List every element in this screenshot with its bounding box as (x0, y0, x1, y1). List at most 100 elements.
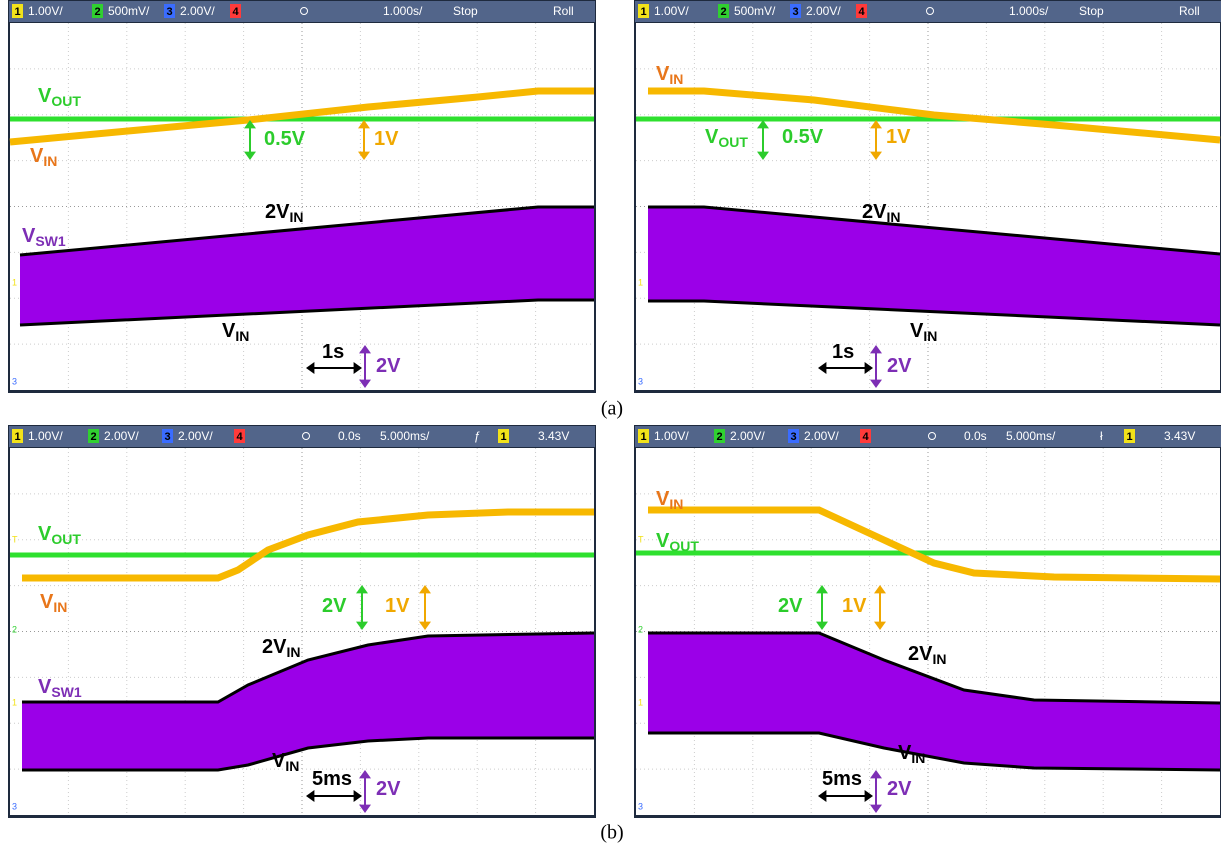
header-text: ł (1100, 429, 1103, 443)
header-text: 1.00V/ (28, 429, 63, 443)
annotation-text: 0.5V (264, 128, 306, 150)
annotation-text: V (40, 591, 54, 613)
annotation: 1V (374, 128, 399, 150)
ground-marker: 1 (638, 697, 643, 707)
annotation: 1s (832, 341, 854, 363)
annotation-text: 2V (322, 595, 347, 617)
annotation: 2V (778, 595, 803, 617)
annotation-text: V (30, 145, 44, 167)
annotation-subscript: IN (923, 328, 937, 344)
annotation-text: V (38, 676, 52, 698)
annotation: 1s (322, 341, 344, 363)
annotation-text: V (22, 225, 36, 247)
annotation-subscript: IN (911, 750, 925, 766)
ground-marker: T (638, 534, 644, 544)
header-text: 0.0s (338, 429, 361, 443)
annotation-text: V (910, 320, 924, 342)
annotation: 2V (376, 778, 401, 800)
annotation-subscript: IN (669, 71, 683, 87)
channel-number: 1 (640, 431, 646, 443)
scope-panel: 11.00V/2500mV/32.00V/41.000s/StopRoll13V… (634, 0, 1221, 393)
header-text: 2.00V/ (806, 4, 841, 18)
channel-number: 2 (716, 431, 722, 443)
annotation-text: 2V (262, 636, 287, 658)
header-text: 3.43V (1164, 429, 1195, 443)
annotation-subscript: IN (669, 496, 683, 512)
annotation-text: 2V (862, 201, 887, 223)
header-text: 3.43V (538, 429, 569, 443)
caption: (b) (600, 822, 623, 844)
ground-marker: 3 (638, 801, 643, 811)
annotation: 2V (376, 355, 401, 377)
header-text: Stop (453, 4, 478, 18)
annotation-subscript: OUT (669, 538, 699, 554)
ground-marker: T (12, 534, 18, 544)
annotation-text: 2V (908, 643, 933, 665)
annotation-text: 0.5V (782, 126, 824, 148)
ground-marker: 2 (12, 624, 17, 634)
annotation-subscript: IN (285, 758, 299, 774)
header-text: 2.00V/ (180, 4, 215, 18)
ground-marker: 2 (638, 624, 643, 634)
annotation: 1V (886, 126, 911, 148)
annotation-text: V (38, 85, 52, 107)
header-text: Roll (1179, 4, 1200, 18)
annotation: 0.5V (264, 128, 306, 150)
header-text: 0.0s (964, 429, 987, 443)
scope-panel: 11.00V/22.00V/32.00V/40.0s5.000ms/ł13.43… (634, 425, 1221, 818)
annotation: 5ms (822, 768, 862, 790)
header-text: 500mV/ (108, 4, 150, 18)
annotation-subscript: IN (43, 153, 57, 169)
annotation-subscript: IN (886, 209, 900, 225)
annotation-subscript: SW1 (51, 684, 82, 700)
annotation-text: 2V (887, 778, 912, 800)
annotation-subscript: IN (286, 644, 300, 660)
channel-number: 3 (164, 431, 170, 443)
header-text: 2.00V/ (804, 429, 839, 443)
header-text: 5.000ms/ (380, 429, 430, 443)
ground-marker: 3 (12, 801, 17, 811)
header-text: Roll (553, 4, 574, 18)
annotation-subscript: OUT (51, 93, 81, 109)
annotation-subscript: IN (235, 328, 249, 344)
annotation-text: V (222, 320, 236, 342)
ground-marker: 3 (12, 376, 17, 386)
annotation-subscript: IN (932, 651, 946, 667)
channel-number: 4 (862, 431, 869, 443)
annotation: 1V (385, 595, 410, 617)
channel-number: 1 (500, 431, 506, 443)
annotation: 1V (842, 595, 867, 617)
channel-number: 4 (232, 6, 239, 18)
annotation-text: 1s (832, 341, 854, 363)
annotation-text: 2V (887, 355, 912, 377)
annotation-subscript: SW1 (35, 233, 66, 249)
header-text: 2.00V/ (104, 429, 139, 443)
annotation-text: 1V (842, 595, 867, 617)
channel-number: 1 (1126, 431, 1132, 443)
ground-marker: 1 (638, 277, 643, 287)
annotation-subscript: OUT (51, 531, 81, 547)
channel-number: 3 (790, 431, 796, 443)
header-text: 1.00V/ (654, 429, 689, 443)
annotation-text: 2V (376, 778, 401, 800)
channel-number: 1 (640, 6, 646, 18)
annotation-text: 2V (265, 201, 290, 223)
annotation: 0.5V (782, 126, 824, 148)
scope-panel: 11.00V/2500mV/32.00V/41.000s/StopRoll13V… (8, 0, 596, 393)
channel-number: 4 (236, 431, 243, 443)
annotation-subscript: IN (289, 209, 303, 225)
channel-number: 1 (14, 6, 20, 18)
header-text: 1.00V/ (28, 4, 63, 18)
ground-marker: 1 (12, 277, 17, 287)
channel-number: 3 (792, 6, 798, 18)
header-text: 1.00V/ (654, 4, 689, 18)
annotation-text: 2V (376, 355, 401, 377)
annotation-text: 1V (374, 128, 399, 150)
channel-number: 1 (14, 431, 20, 443)
annotation-text: 1s (322, 341, 344, 363)
header-text: 1.000s/ (1009, 4, 1049, 18)
channel-number: 2 (720, 6, 726, 18)
header-text: 1.000s/ (383, 4, 423, 18)
annotation-text: V (705, 126, 719, 148)
